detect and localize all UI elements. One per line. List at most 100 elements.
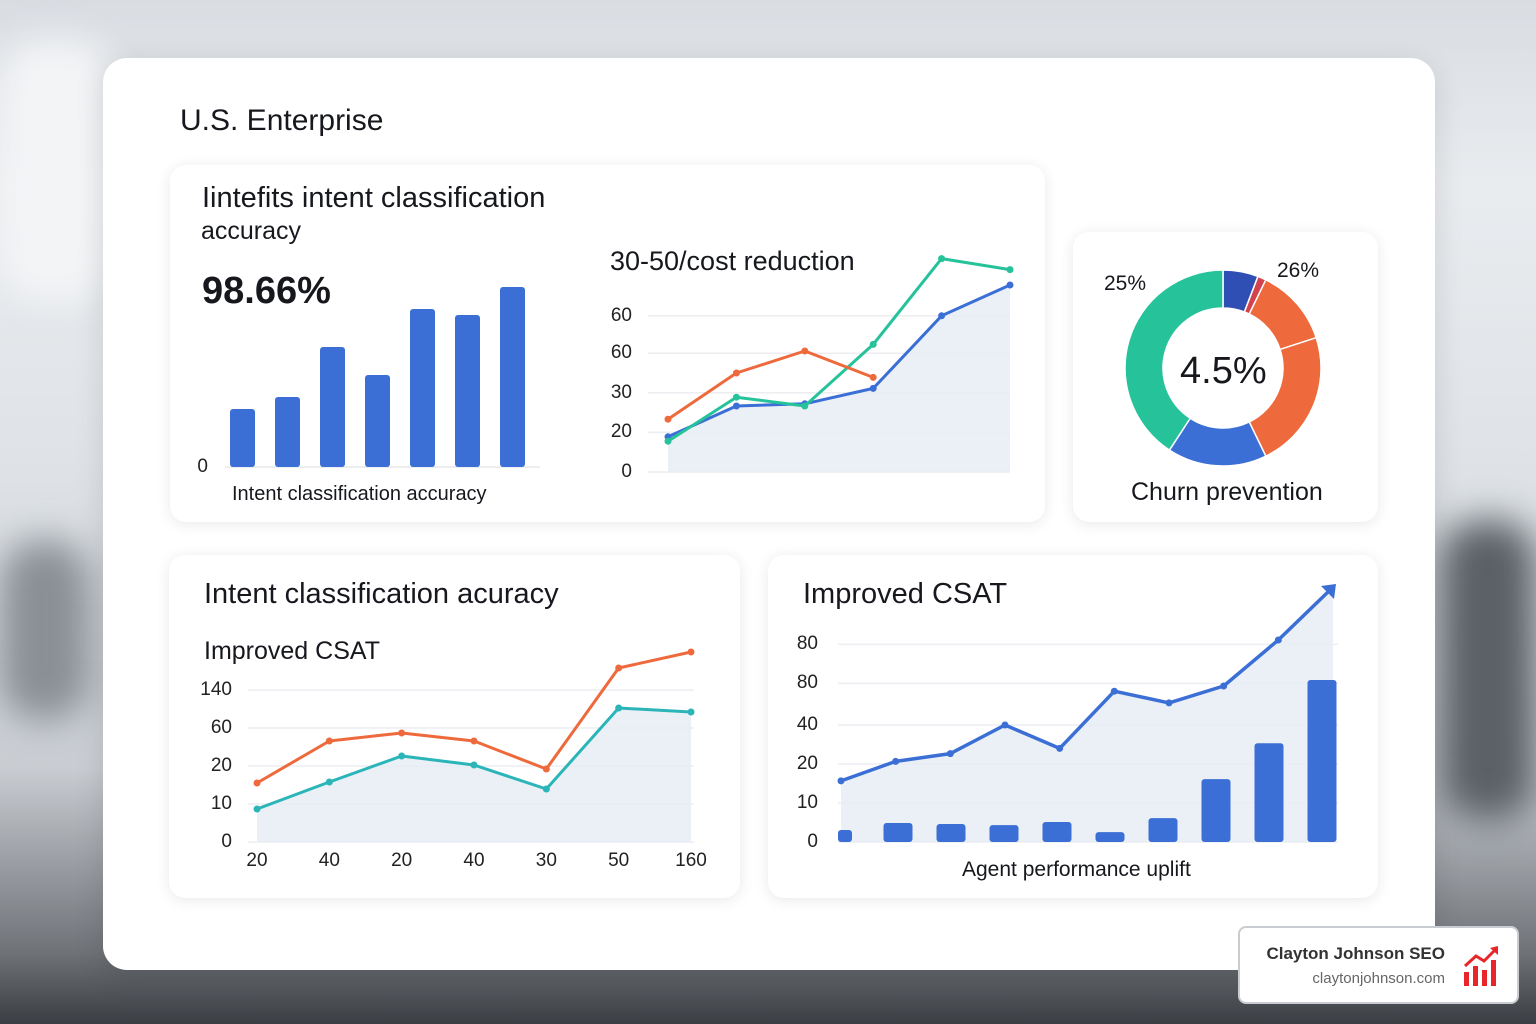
bar — [365, 375, 390, 467]
donut-xlabel: Churn prevention — [1131, 478, 1323, 506]
y-tick-label: 140 — [200, 679, 232, 700]
data-point — [801, 347, 809, 355]
brand-url: claytonjohnson.com — [1312, 970, 1445, 987]
data-point — [398, 729, 406, 737]
accuracy-headline: 98.66% — [202, 270, 331, 312]
donut-label-left: 25% — [1104, 272, 1147, 295]
series-line — [840, 589, 1331, 783]
data-point — [732, 369, 740, 377]
chart-growth-icon — [1463, 946, 1498, 986]
y-tick-label: 0 — [221, 831, 232, 852]
data-point — [1274, 636, 1282, 644]
y-tick-label: 60 — [210, 717, 232, 738]
bar — [1095, 832, 1125, 842]
x-tick-label: 20 — [391, 850, 413, 871]
data-point — [869, 384, 877, 392]
y-tick-label: 0 — [197, 456, 208, 477]
y-tick-label: 10 — [210, 793, 232, 814]
data-point — [938, 255, 946, 263]
bar — [410, 309, 435, 467]
data-point — [615, 704, 623, 712]
x-tick-label: 40 — [463, 850, 485, 871]
x-tick-label: 20 — [246, 850, 268, 871]
y-tick-label: 20 — [210, 755, 232, 776]
accuracy-title-line2: accuracy — [201, 217, 302, 245]
donut-label-right: 26% — [1277, 259, 1320, 282]
data-point — [869, 373, 877, 381]
area-fill — [841, 587, 1333, 842]
data-point — [325, 737, 333, 745]
data-point — [470, 737, 478, 745]
y-tick-label: 20 — [796, 753, 818, 774]
bar — [1201, 779, 1231, 842]
y-tick-label: 0 — [807, 831, 818, 852]
y-tick-label: 0 — [621, 461, 632, 482]
data-point — [837, 777, 845, 785]
bar — [1148, 818, 1178, 842]
series-line — [667, 349, 874, 421]
y-tick-label: 40 — [796, 714, 818, 735]
data-point — [253, 779, 261, 787]
data-point — [1110, 687, 1118, 695]
donut-slice — [1124, 269, 1224, 452]
data-point — [664, 437, 672, 445]
y-tick-label: 30 — [610, 381, 632, 403]
background-blur — [0, 540, 90, 720]
bar — [936, 824, 966, 842]
brand-name: Clayton Johnson SEO — [1266, 944, 1445, 963]
data-point — [253, 805, 261, 813]
data-point — [1056, 744, 1064, 752]
bar — [1307, 680, 1337, 842]
y-tick-label: 80 — [796, 672, 818, 694]
bar — [275, 397, 300, 467]
y-tick-label: 20 — [610, 421, 632, 443]
data-point — [664, 415, 672, 423]
bar — [500, 287, 525, 467]
x-tick-label: 160 — [675, 850, 707, 871]
cost-title: 30-50/cost reduction — [610, 246, 855, 276]
background-blur — [0, 40, 110, 300]
y-tick-label: 60 — [610, 342, 632, 364]
data-point — [1001, 721, 1009, 729]
x-tick-label: 50 — [608, 850, 630, 871]
data-point — [732, 393, 740, 401]
bar — [883, 823, 913, 842]
data-point — [1165, 699, 1173, 707]
data-point — [542, 785, 550, 793]
csat-title: Improved CSAT — [803, 578, 1008, 610]
x-tick-label: 40 — [318, 850, 340, 871]
bar — [838, 830, 852, 842]
bar — [989, 825, 1019, 842]
data-point — [398, 752, 406, 760]
data-point — [892, 757, 900, 765]
data-point — [687, 708, 695, 716]
intent-title: Intent classification acuracy — [204, 578, 559, 610]
y-tick-label: 80 — [796, 633, 818, 655]
data-point — [938, 312, 946, 320]
trend-arrow-icon — [1321, 583, 1336, 599]
data-point — [687, 648, 695, 656]
accuracy-xlabel: Intent classification accuracy — [232, 483, 487, 505]
data-point — [1006, 281, 1014, 289]
data-point — [801, 402, 809, 410]
data-point — [325, 778, 333, 786]
bar — [455, 315, 480, 467]
data-point — [732, 402, 740, 410]
bar — [1254, 743, 1284, 842]
series-line — [667, 257, 1011, 443]
y-tick-label: 60 — [610, 304, 632, 326]
intent-subtitle: Improved CSAT — [204, 637, 380, 665]
x-tick-label: 30 — [535, 850, 557, 871]
data-point — [470, 761, 478, 769]
bar — [1042, 821, 1072, 842]
data-point — [542, 765, 550, 773]
data-point — [1220, 682, 1228, 690]
data-point — [946, 750, 954, 758]
accuracy-title: Iintefits intent classification — [202, 182, 546, 214]
bar — [230, 409, 255, 467]
brand-badge[interactable]: Clayton Johnson SEO claytonjohnson.com — [1238, 926, 1519, 1004]
bar — [320, 347, 345, 467]
area-fill — [257, 708, 691, 842]
area-fill — [668, 285, 1010, 472]
